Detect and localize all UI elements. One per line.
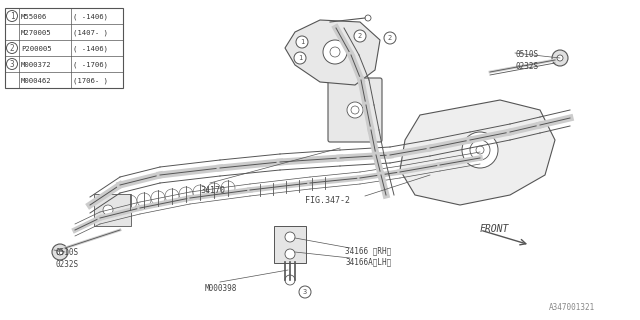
- Text: M270005: M270005: [21, 30, 52, 36]
- Circle shape: [137, 193, 151, 207]
- Text: ( -1706): ( -1706): [73, 61, 108, 68]
- Circle shape: [365, 15, 371, 21]
- Text: M000398: M000398: [205, 284, 237, 293]
- Circle shape: [323, 40, 347, 64]
- Text: 0232S: 0232S: [516, 62, 539, 71]
- FancyBboxPatch shape: [328, 78, 382, 142]
- Text: M000462: M000462: [21, 78, 52, 84]
- Text: FIG.347-2: FIG.347-2: [305, 196, 350, 205]
- FancyBboxPatch shape: [274, 226, 306, 263]
- Circle shape: [52, 244, 68, 260]
- Circle shape: [285, 249, 295, 259]
- Circle shape: [6, 43, 17, 53]
- FancyBboxPatch shape: [94, 194, 131, 226]
- Text: 3: 3: [10, 60, 14, 68]
- Polygon shape: [285, 20, 380, 85]
- Circle shape: [384, 32, 396, 44]
- Text: 0510S: 0510S: [55, 248, 78, 257]
- Text: 3: 3: [303, 289, 307, 295]
- Text: 1: 1: [298, 55, 302, 61]
- Text: FRONT: FRONT: [480, 224, 509, 234]
- Text: 0232S: 0232S: [55, 260, 78, 269]
- Circle shape: [207, 183, 221, 197]
- Circle shape: [347, 102, 363, 118]
- Text: 2: 2: [388, 35, 392, 41]
- Circle shape: [103, 205, 113, 215]
- Circle shape: [179, 187, 193, 201]
- Text: 0510S: 0510S: [516, 50, 539, 59]
- Circle shape: [151, 191, 165, 205]
- Circle shape: [296, 36, 308, 48]
- Polygon shape: [400, 100, 555, 205]
- Text: 1: 1: [300, 39, 304, 45]
- Circle shape: [351, 106, 359, 114]
- Text: 2: 2: [358, 33, 362, 39]
- Circle shape: [6, 11, 17, 21]
- Text: 34166 〈RH〉: 34166 〈RH〉: [345, 246, 391, 255]
- Text: 34170: 34170: [200, 186, 225, 195]
- Circle shape: [552, 50, 568, 66]
- Text: P200005: P200005: [21, 46, 52, 52]
- Text: ( -1406): ( -1406): [73, 13, 108, 20]
- Circle shape: [294, 52, 306, 64]
- Circle shape: [57, 249, 63, 255]
- Circle shape: [476, 146, 484, 154]
- Circle shape: [462, 132, 498, 168]
- Circle shape: [6, 59, 17, 69]
- Text: (1706- ): (1706- ): [73, 77, 108, 84]
- Circle shape: [165, 189, 179, 203]
- Circle shape: [299, 286, 311, 298]
- Text: (1407- ): (1407- ): [73, 29, 108, 36]
- Text: 1: 1: [10, 12, 14, 20]
- Circle shape: [354, 30, 366, 42]
- Circle shape: [193, 185, 207, 199]
- Bar: [5, 8, 123, 88]
- Text: 2: 2: [10, 44, 14, 52]
- Circle shape: [123, 195, 137, 209]
- Circle shape: [221, 181, 235, 195]
- Text: 34166A〈LH〉: 34166A〈LH〉: [345, 257, 391, 266]
- Circle shape: [285, 275, 295, 285]
- Circle shape: [470, 140, 490, 160]
- Circle shape: [557, 55, 563, 61]
- Text: M000372: M000372: [21, 62, 52, 68]
- Circle shape: [330, 47, 340, 57]
- Text: M55006: M55006: [21, 14, 47, 20]
- Circle shape: [285, 232, 295, 242]
- Text: A347001321: A347001321: [548, 303, 595, 312]
- Text: ( -1406): ( -1406): [73, 45, 108, 52]
